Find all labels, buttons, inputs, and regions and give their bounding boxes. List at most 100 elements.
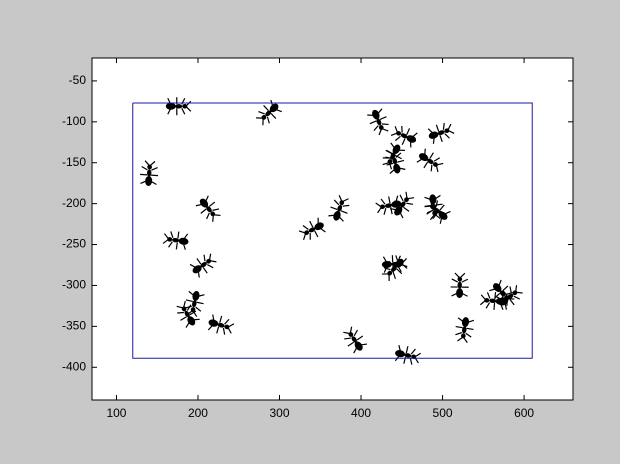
ant-legs [207, 314, 235, 335]
y-tick-label: -50 [69, 73, 87, 87]
ant-head [339, 200, 345, 206]
ant-thorax [427, 158, 434, 164]
x-tick-label: 300 [269, 406, 289, 420]
ant-abdomen [314, 222, 324, 231]
ant-head [206, 258, 212, 264]
ant-head [461, 333, 466, 339]
ant-legs [455, 317, 475, 343]
ant-legs [298, 217, 326, 240]
ant-head [261, 115, 267, 120]
line [132, 102, 533, 359]
y-tick-label: -150 [62, 155, 86, 169]
y-tick-label: -250 [62, 237, 86, 251]
ant-marker [195, 195, 221, 222]
ant-legs [450, 272, 469, 297]
ant-head [429, 204, 435, 210]
ant-thorax [390, 265, 397, 272]
axes-box [91, 57, 574, 401]
ant-thorax [308, 227, 316, 233]
ant-marker [389, 191, 415, 219]
ant-legs [479, 291, 505, 311]
ant-thorax [507, 293, 514, 300]
ant-marker [185, 290, 205, 317]
ant-legs [176, 301, 200, 328]
ant-head [380, 204, 386, 210]
ant-legs [496, 285, 523, 310]
ant-head [484, 298, 490, 303]
ant-legs [140, 160, 159, 186]
ant-legs [185, 290, 205, 317]
ant-legs [385, 147, 406, 174]
ant-marker [189, 253, 217, 278]
ant-thorax [146, 169, 152, 177]
ant-head [378, 125, 384, 131]
ant-abdomen [354, 341, 363, 351]
ant-marker [450, 272, 469, 299]
ant-head [433, 162, 438, 167]
ant-legs [343, 326, 368, 354]
x-tick-label: 500 [433, 406, 453, 420]
ant-abdomen [393, 163, 401, 174]
ant-head [457, 276, 463, 282]
ant-marker [385, 147, 406, 174]
ant-thorax [184, 310, 190, 318]
ant-marker [496, 285, 523, 310]
ant-legs [390, 125, 418, 148]
ant-marker [455, 317, 475, 343]
ant-abdomen [372, 109, 380, 120]
y-tick-label: -400 [62, 359, 86, 373]
x-tick-label: 100 [106, 406, 126, 420]
ant-head [444, 128, 450, 133]
ant-abdomen [187, 316, 196, 326]
ant-abdomen [493, 283, 502, 292]
ant-legs [195, 195, 221, 222]
ant-thorax [172, 237, 180, 243]
ant-head [396, 130, 402, 136]
ant-legs [416, 148, 444, 173]
ant-head [181, 306, 187, 312]
ant-head [390, 152, 396, 158]
ant-thorax [433, 207, 440, 214]
ant-head [167, 237, 173, 242]
ant-thorax [384, 203, 392, 208]
ant-thorax [400, 133, 408, 139]
ant-abdomen [192, 291, 200, 301]
y-tick-label: -350 [62, 319, 86, 333]
ant-thorax [437, 130, 445, 135]
ant-legs [162, 231, 189, 250]
ant-head [147, 164, 152, 170]
ant-abdomen [178, 237, 189, 245]
ant-head [304, 230, 310, 235]
y-tick-label: -100 [62, 114, 86, 128]
ant-thorax [392, 157, 398, 165]
ant-head [387, 270, 393, 276]
ant-abdomen [395, 350, 405, 358]
ant-abdomen [428, 131, 439, 139]
ant-legs [189, 253, 217, 278]
ant-marker [427, 123, 455, 144]
ant-legs [381, 255, 408, 282]
ant-thorax [351, 336, 357, 343]
x-tick-label: 200 [188, 406, 208, 420]
x-tick-label: 600 [514, 406, 534, 420]
ant-thorax [400, 201, 406, 208]
ant-marker [416, 148, 444, 173]
y-tick-label: -200 [62, 196, 86, 210]
ant-marker [207, 314, 235, 335]
y-tick-label: -300 [62, 278, 86, 292]
ant-abdomen [461, 317, 470, 328]
x-tick-label: 400 [351, 406, 371, 420]
ant-abdomen [269, 103, 279, 113]
ant-thorax [462, 326, 467, 334]
ant-marker [298, 217, 326, 240]
ant-abdomen [418, 153, 429, 162]
ant-abdomen [165, 102, 176, 110]
ant-head [387, 159, 393, 165]
ant-thorax [206, 206, 212, 213]
ant-marker [424, 198, 451, 224]
ant-thorax [337, 204, 343, 212]
ant-marker [343, 326, 368, 354]
ant-thorax [457, 281, 462, 289]
ant-head [404, 197, 409, 203]
